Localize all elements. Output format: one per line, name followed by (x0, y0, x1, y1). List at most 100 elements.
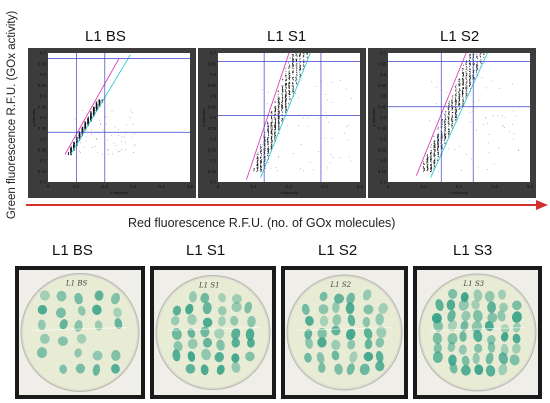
scatter-point (461, 68, 463, 70)
scatter-point (444, 139, 446, 141)
scatter-point (267, 138, 268, 140)
scatter-point (469, 82, 470, 84)
scatter-point (463, 82, 464, 84)
scatter-point (285, 73, 287, 75)
scatter-point (93, 108, 95, 110)
scatter-point (264, 138, 266, 140)
scatter-point (444, 114, 446, 115)
scatter-point (274, 126, 275, 128)
scatter-point (448, 123, 450, 125)
scatter-point (282, 96, 284, 98)
scatter-point (285, 91, 287, 92)
scatter-point (96, 138, 97, 139)
scatter-point (476, 68, 478, 70)
scatter-point (437, 146, 439, 148)
scatter-point (74, 146, 75, 148)
colony (172, 349, 181, 362)
scatter-point (466, 60, 467, 62)
scatter-point (275, 132, 277, 134)
scatter-point (79, 131, 80, 133)
scatter-point (73, 145, 75, 147)
scatter-point (444, 126, 446, 128)
scatter-point (448, 108, 450, 110)
scatter-point (433, 163, 435, 165)
y-tick-label: 0.45 (208, 104, 217, 109)
scatter-point (271, 122, 272, 124)
scatter-point (257, 154, 259, 156)
scatter-point (470, 122, 471, 123)
scatter-point (434, 151, 436, 152)
scatter-point (274, 117, 275, 119)
scatter-point (96, 107, 98, 109)
scatter-point (491, 80, 493, 82)
scatter-point (433, 142, 435, 144)
scatter-point (264, 142, 265, 144)
scatter-point (281, 118, 283, 119)
scatter-point (430, 167, 432, 169)
scatter-point (281, 119, 282, 121)
scatter-point (88, 117, 89, 119)
scatter-point (469, 78, 471, 80)
colony (500, 332, 509, 342)
scatter-point (259, 166, 261, 168)
scatter-point (133, 133, 135, 135)
scatter-point (289, 79, 290, 81)
scatter-point (282, 85, 284, 87)
scatter-point (448, 131, 450, 133)
scatter-point (71, 150, 72, 152)
scatter-point (257, 160, 259, 162)
scatter-point (346, 126, 347, 128)
scatter-point (93, 111, 95, 113)
scatter-point (260, 161, 262, 163)
scatter-point (458, 103, 460, 105)
scatter-point (92, 107, 94, 108)
scatter-point (476, 66, 477, 68)
scatter-point (292, 63, 294, 65)
scatter-point (279, 111, 280, 113)
scatter-point (76, 140, 78, 142)
scatter-point (288, 87, 290, 89)
scatter-point (278, 97, 280, 99)
scatter-point (441, 123, 443, 125)
colony (111, 350, 121, 361)
scatter-point (278, 118, 279, 120)
scatter-point (278, 102, 280, 104)
scatter-point (267, 162, 269, 163)
x-tick-label: 0 (387, 184, 390, 189)
scatter-point (270, 112, 272, 114)
scatter-point (299, 61, 301, 63)
scatter-point (292, 85, 294, 87)
scatter-point (295, 54, 297, 56)
scatter-point (70, 148, 72, 150)
scatter-point (295, 77, 297, 79)
scatter-point (95, 103, 97, 105)
scatter-point (274, 111, 275, 113)
scatter-point (288, 71, 290, 73)
scatter-point (302, 65, 304, 67)
scatter-point (284, 100, 286, 101)
scatter-point (469, 72, 471, 74)
scatter-point (286, 87, 287, 88)
scatter-point (271, 144, 273, 146)
scatter-point (281, 107, 283, 109)
scatter-point (434, 147, 436, 149)
scatter-point (448, 117, 450, 119)
scatter-point (458, 85, 460, 87)
y-tick-label: 0.4 (380, 115, 386, 120)
scatter-point (79, 151, 80, 153)
scatter-point (288, 82, 290, 84)
scatter-point (433, 162, 435, 164)
colony (376, 326, 387, 338)
scatter-point (90, 118, 92, 119)
scatter-point (466, 85, 468, 87)
scatter-point (444, 136, 445, 138)
scatter-point (426, 163, 428, 165)
scatter-point (459, 93, 460, 95)
scatter-point (267, 137, 269, 139)
scatter-point (454, 116, 456, 118)
scatter-point (459, 79, 460, 81)
scatter-point (274, 132, 276, 134)
scatter-point (91, 121, 93, 122)
scatter-point (289, 92, 291, 93)
scatter-point (274, 128, 276, 130)
